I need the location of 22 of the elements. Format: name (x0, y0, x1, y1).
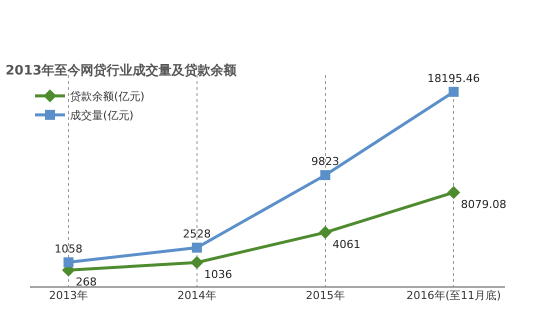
point (448, 86, 459, 97)
data-label: 2528 (182, 228, 211, 241)
point (447, 186, 460, 199)
x-tick-label: 2016年(至11月底) (406, 289, 501, 302)
point (190, 256, 204, 270)
x-tick-label: 2013年 (49, 289, 88, 302)
point (192, 242, 202, 253)
data-label: 268 (76, 276, 97, 289)
data-label: 1036 (204, 268, 232, 282)
point (64, 257, 74, 268)
chart-title: 2013年至今网贷行业成交量及贷款余额 (6, 62, 238, 78)
x-tick-label: 2015年 (306, 289, 345, 302)
data-label: 8079.08 (460, 198, 506, 211)
data-label: 4061 (332, 238, 361, 251)
legend-label: 贷款余额(亿元) (70, 90, 145, 104)
point (320, 170, 330, 180)
data-label: 9823 (311, 155, 340, 168)
data-label: 1058 (54, 242, 83, 256)
point (318, 226, 332, 239)
legend-label: 成交量(亿元) (70, 109, 134, 122)
x-tick-label: 2014年 (177, 289, 216, 302)
data-label: 18195.46 (427, 72, 480, 85)
